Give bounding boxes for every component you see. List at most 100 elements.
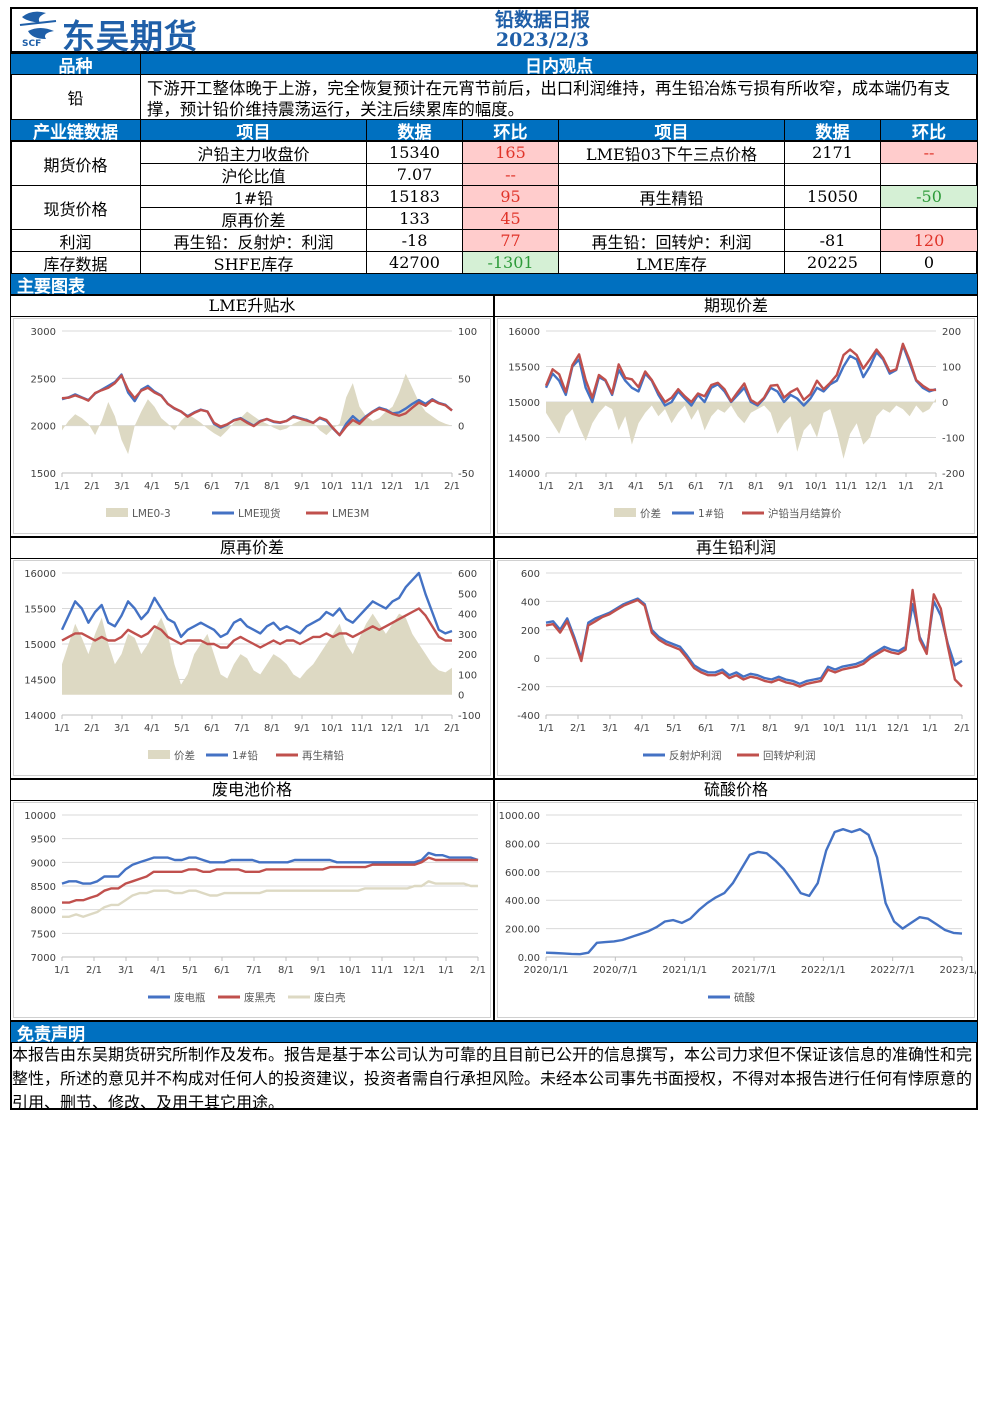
chain-value: 15340 [366, 141, 463, 164]
x-tick-label: 11/1 [835, 481, 857, 492]
chart-svg: 16000 15500 15000 14500 14000 600 500 400 300 200… [24, 569, 481, 762]
legend-swatch [148, 995, 170, 999]
x-tick-label: 1/1 [54, 965, 70, 976]
series-line-1 [544, 344, 937, 407]
y-tick-label: 0.00 [518, 953, 540, 964]
viewpoint-header: 日内观点 [140, 53, 978, 75]
x-tick-label: 2020/1/1 [524, 965, 569, 976]
y2-tick-label: 50 [458, 374, 471, 385]
x-tick-label: 9/1 [294, 481, 310, 492]
charts-section-header: 主要图表 [10, 273, 978, 295]
report-date: 2023/2/3 [495, 29, 590, 51]
legend-label: LME3M [332, 508, 369, 520]
y2-tick-label: 100 [458, 670, 477, 681]
chain-group-name: 期货价格 [10, 141, 141, 186]
legend-swatch [737, 753, 759, 757]
chart-secondary-lead-profit: 再生铅利润 600 400 200 0 -200 -400 1/1 2/1 3/1 4/1 5/1 6/… [494, 537, 978, 779]
series-line-2 [61, 374, 453, 437]
x-tick-label: 1/1 [54, 481, 70, 492]
legend-label: LME0-3 [132, 508, 171, 520]
chain-change: 45 [462, 207, 559, 230]
y-tick-label: 400 [521, 597, 540, 608]
legend-label: 沪铅当月结算价 [768, 507, 842, 520]
chain-change [880, 163, 978, 186]
chart-title: 期现价差 [495, 296, 977, 317]
disclaimer-text: 本报告由东吴期货研究所制作及发布。报告是基于本公司认为可靠的且目前已公开的信息撰… [12, 1045, 973, 1112]
y2-tick-label: 0 [458, 691, 464, 702]
x-tick-label: 9/1 [778, 481, 794, 492]
x-tick-label: 5/1 [658, 481, 674, 492]
legend-swatch [276, 753, 298, 757]
chart-plot-panel: 3000 2500 2000 1500 100 50 0 -50 1/1 2/1 3/1 4/1 5/1… [13, 318, 491, 534]
y-tick-label: 15000 [508, 398, 540, 409]
chain-value: 133 [366, 207, 463, 230]
x-tick-label: 10/1 [321, 481, 343, 492]
chart-plot-panel: 1000.00 800.00 600.00 400.00 200.00 0.00 2020/… [497, 802, 984, 1018]
chart-plot-panel: 16000 15500 15000 14500 14000 600 500 400 300 200… [13, 560, 491, 776]
chart-plot-panel: 600 400 200 0 -200 -400 1/1 2/1 3/1 4/1 5/1 6/1 7/1 8… [497, 560, 975, 776]
y-tick-label: 10000 [24, 811, 56, 822]
y-tick-label: 15000 [24, 640, 56, 651]
legend-swatch [218, 995, 240, 999]
x-tick-label: 2022/1/1 [801, 965, 846, 976]
chain-item: 再生铅：反射炉：利润 [140, 229, 367, 252]
chart-title: LME升贴水 [11, 296, 493, 317]
x-tick-label: 6/1 [204, 481, 220, 492]
chart-scrap-battery-price: 废电池价格 10000 9500 9000 8500 8000 7500 7000 1/1 2/1… [10, 779, 494, 1021]
legend-swatch [306, 511, 328, 515]
x-tick-label: 1/1 [414, 481, 430, 492]
chain-value: -18 [366, 229, 463, 252]
viewpoint-text: 下游开工整体晚于上游，完全恢复预计在元宵节前后，出口利润维持，再生铅冶炼亏损有所… [140, 74, 978, 120]
x-tick-label: 4/1 [628, 481, 644, 492]
chain-group-name: 库存数据 [10, 251, 141, 274]
series-line-1 [60, 571, 453, 639]
legend-swatch [288, 995, 310, 999]
chain-value: 42700 [366, 251, 463, 274]
chart-title: 再生铅利润 [495, 538, 977, 559]
variety-cell: 铅 [10, 74, 141, 120]
x-tick-label: 11/1 [855, 723, 877, 734]
series-line-1 [545, 588, 963, 688]
report-title: 铅数据日报 [494, 9, 590, 31]
y-tick-label: 1500 [31, 469, 56, 480]
y2-tick-label: -50 [458, 469, 474, 480]
x-tick-label: 11/1 [371, 965, 393, 976]
series-area-0 [62, 373, 452, 455]
y-tick-label: 16000 [24, 569, 56, 580]
legend-label: 再生精铅 [302, 749, 344, 762]
x-tick-label: 4/1 [634, 723, 650, 734]
chain-value: 15183 [366, 185, 463, 208]
x-tick-label: 10/1 [823, 723, 845, 734]
x-tick-label: 1/1 [898, 481, 914, 492]
chain-col-header: 项目 [558, 119, 785, 141]
x-tick-label: 5/1 [666, 723, 682, 734]
y-tick-label: 15500 [24, 605, 56, 616]
chain-value: 15050 [784, 185, 881, 208]
series-line-0 [61, 851, 479, 885]
chain-change: -- [880, 141, 978, 164]
x-tick-label: 1/1 [538, 723, 554, 734]
x-tick-label: 9/1 [294, 723, 310, 734]
x-tick-label: 1/1 [538, 481, 554, 492]
chain-item: 1#铅 [140, 185, 367, 208]
x-tick-label: 2/1 [84, 481, 100, 492]
legend-label: 废白壳 [314, 991, 346, 1004]
x-tick-label: 8/1 [264, 481, 280, 492]
chain-item: 原再价差 [140, 207, 367, 230]
x-tick-label: 12/1 [865, 481, 887, 492]
x-tick-label: 6/1 [204, 723, 220, 734]
legend-label: 价差 [640, 507, 661, 520]
chain-change: 120 [880, 229, 978, 252]
chain-change [880, 207, 978, 230]
x-tick-label: 12/1 [403, 965, 425, 976]
chain-group-name: 现货价格 [10, 185, 141, 230]
y2-tick-label: -100 [458, 711, 481, 722]
x-tick-label: 9/1 [310, 965, 326, 976]
y2-tick-label: 400 [458, 610, 477, 621]
legend-label: 废黑壳 [244, 991, 276, 1004]
chain-item: 再生铅：回转炉：利润 [558, 229, 785, 252]
x-tick-label: 2023/1/1 [940, 965, 976, 976]
y-tick-label: 1000.00 [499, 811, 540, 822]
legend-swatch [212, 511, 234, 515]
